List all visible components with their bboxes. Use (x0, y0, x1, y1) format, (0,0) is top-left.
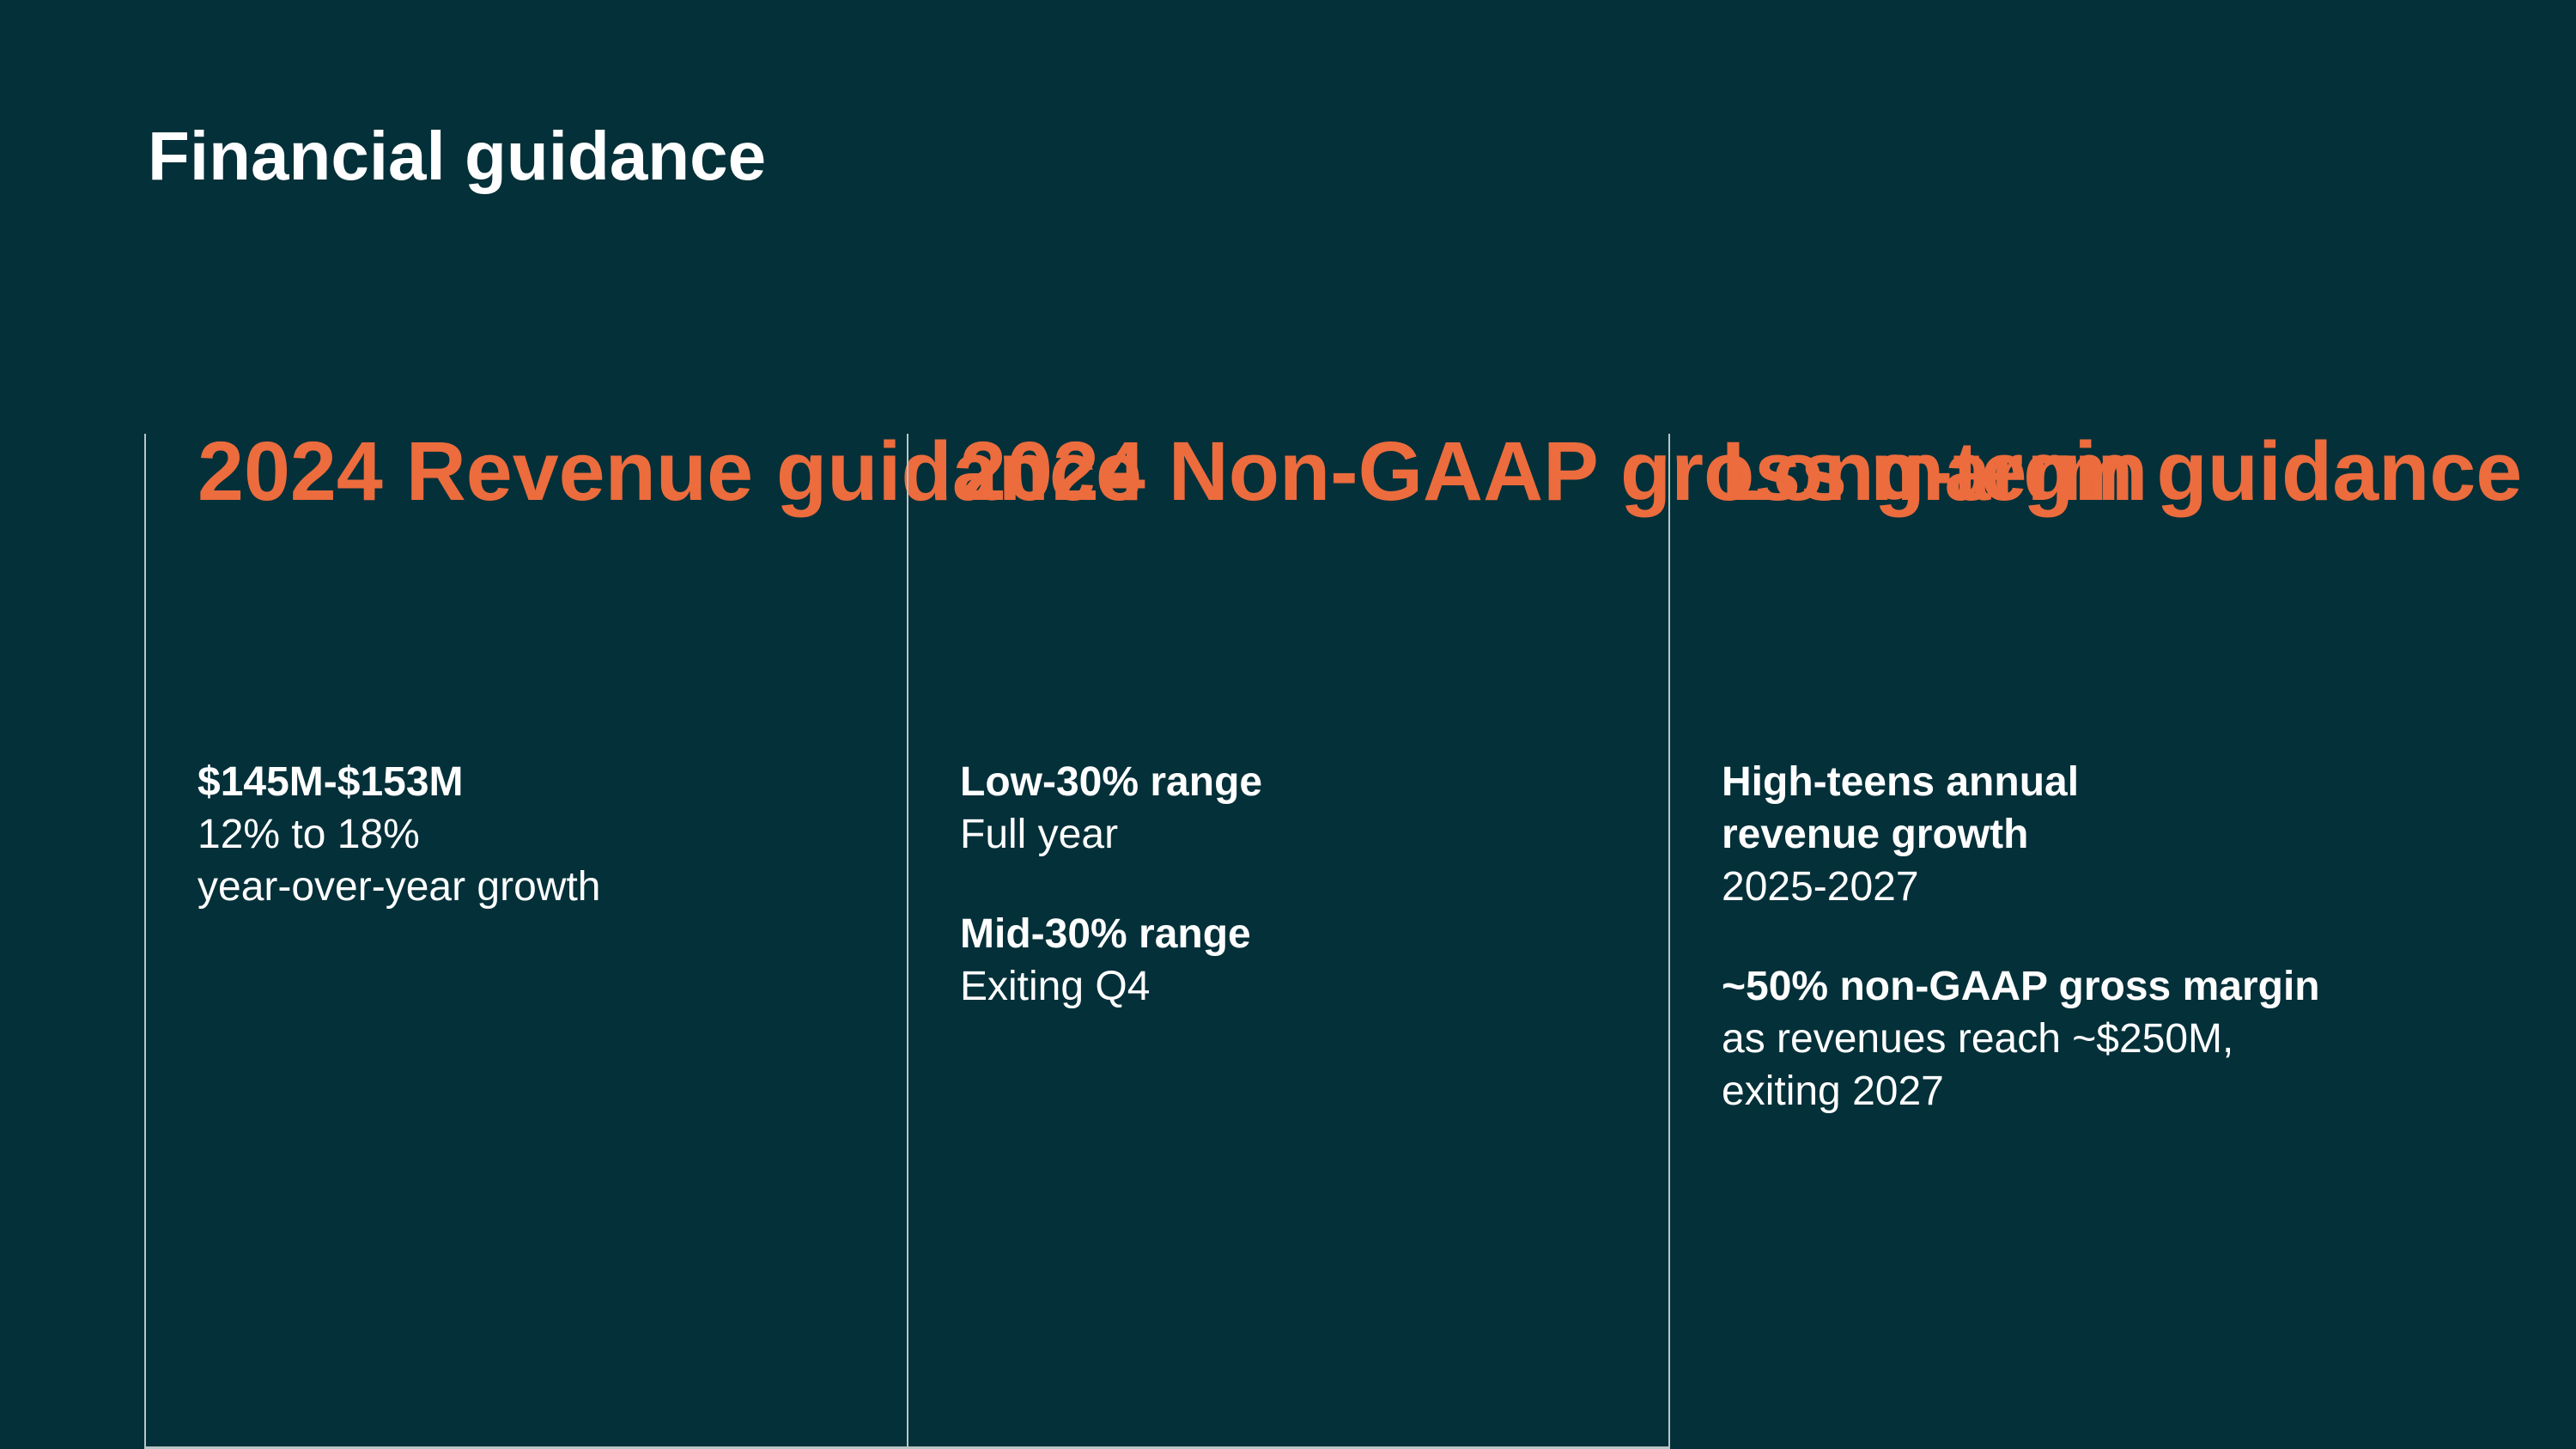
guidance-value: $145M-$153M (197, 759, 464, 805)
guidance-value: ~50% non-GAAP gross margin (1722, 964, 2320, 1009)
column-gross-margin: 2024 Non-GAAP gross margin Low-30% range… (907, 424, 2148, 1449)
guidance-paragraph: Mid-30% range Exiting Q4 (960, 908, 1651, 1013)
guidance-paragraph: High-teens annual revenue growth 2025-20… (1722, 756, 2559, 913)
heading-line: Long-term (1722, 424, 2134, 518)
guidance-detail: Full year (960, 812, 1119, 857)
guidance-detail: year-over-year growth (197, 864, 601, 910)
column-revenue-guidance: 2024 Revenue guidance $145M-$153M 12% to… (144, 424, 1142, 1449)
heading-line: 2024 Non-GAAP (960, 424, 1598, 518)
guidance-value: Low-30% range (960, 759, 1263, 805)
column-heading: 2024 Non-GAAP gross margin (960, 422, 2148, 521)
column-body: High-teens annual revenue growth 2025-20… (1722, 756, 2559, 1165)
guidance-detail: as revenues reach ~$250M, (1722, 1016, 2234, 1062)
column-long-term-guidance: Long-term guidance High-teens annual rev… (1668, 424, 2576, 1449)
guidance-value: revenue growth (1722, 812, 2029, 857)
heading-line: 2024 Revenue (197, 424, 754, 518)
heading-line: guidance (776, 424, 1142, 518)
heading-line: gross margin (1620, 424, 2148, 518)
column-body: $145M-$153M 12% to 18% year-over-year gr… (197, 756, 890, 960)
guidance-paragraph: Low-30% range Full year (960, 756, 1651, 861)
slide-title: Financial guidance (148, 118, 767, 194)
guidance-detail: exiting 2027 (1722, 1068, 1944, 1114)
guidance-detail: 12% to 18% (197, 812, 420, 857)
column-body: Low-30% range Full year Mid-30% range Ex… (960, 756, 1651, 1060)
column-heading: 2024 Revenue guidance (197, 422, 1142, 521)
guidance-detail: Exiting Q4 (960, 964, 1151, 1009)
guidance-paragraph: $145M-$153M 12% to 18% year-over-year gr… (197, 756, 890, 913)
column-heading: Long-term guidance (1722, 422, 2559, 521)
heading-line: guidance (2156, 424, 2523, 518)
guidance-paragraph: ~50% non-GAAP gross margin as revenues r… (1722, 960, 2559, 1117)
guidance-detail: 2025-2027 (1722, 864, 1919, 910)
bottom-border-line (144, 1446, 1670, 1449)
guidance-value: High-teens annual (1722, 759, 2080, 805)
guidance-value: Mid-30% range (960, 911, 1251, 957)
